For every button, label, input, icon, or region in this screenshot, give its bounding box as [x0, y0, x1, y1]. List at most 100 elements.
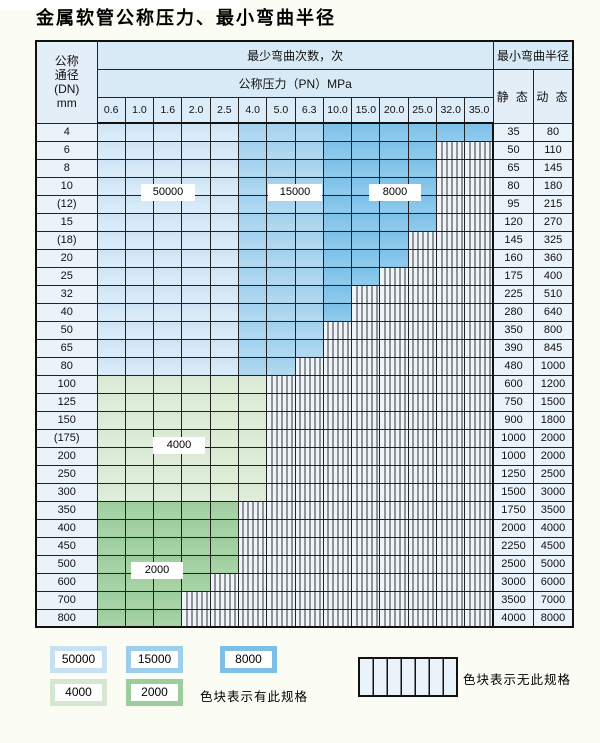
no-spec-cell: [379, 374, 409, 394]
no-spec-cell: [379, 284, 409, 304]
static-radius-cell: 350: [492, 320, 534, 340]
spec-cell: [266, 158, 296, 178]
spec-cell: [124, 392, 155, 412]
spec-cell: [322, 122, 353, 142]
spec-cell: [322, 284, 353, 304]
pressure-header-cell: 15.0: [351, 96, 381, 124]
spec-cell: [124, 608, 155, 628]
spec-cell: [153, 410, 183, 430]
spec-cell: [153, 374, 183, 394]
spec-cell: [124, 230, 155, 250]
dn-cell: 100: [35, 374, 98, 394]
spec-cell: [294, 284, 324, 304]
no-spec-cell: [436, 536, 466, 556]
static-radius-cell: 145: [492, 230, 534, 250]
spec-cell: [209, 176, 239, 196]
spec-cell: [153, 518, 183, 538]
no-spec-cell: [266, 482, 296, 502]
dynamic-column-header: 动 态: [532, 68, 574, 124]
spec-cell: [124, 428, 155, 448]
no-spec-cell: [351, 464, 381, 484]
no-spec-cell: [351, 392, 381, 412]
spec-cell: [124, 284, 155, 304]
static-radius-cell: 4000: [492, 608, 534, 628]
no-spec-cell: [322, 590, 353, 610]
spec-cell: [96, 500, 126, 520]
spec-cell: [181, 230, 211, 250]
spec-cell: [209, 554, 239, 574]
spec-cell: [407, 140, 438, 160]
spec-cell: [266, 248, 296, 268]
cycles-label-8000: 8000: [369, 184, 421, 201]
spec-cell: [322, 140, 353, 160]
dn-cell: 350: [35, 500, 98, 520]
no-spec-cell: [464, 518, 494, 538]
spec-cell: [153, 284, 183, 304]
dn-cell: (12): [35, 194, 98, 214]
no-spec-cell: [407, 572, 438, 592]
cycles-label-50000: 50000: [141, 184, 195, 201]
no-spec-cell: [407, 536, 438, 556]
no-spec-cell: [436, 608, 466, 628]
spec-cell: [96, 374, 126, 394]
dn-cell: 8: [35, 158, 98, 178]
no-spec-cell: [436, 320, 466, 340]
pressure-header-cell: 35.0: [464, 96, 494, 124]
spec-cell: [351, 212, 381, 232]
no-spec-cell: [379, 338, 409, 358]
table-row: 250 1250 2500: [35, 464, 574, 484]
spec-cell: [153, 248, 183, 268]
no-spec-cell: [294, 392, 324, 412]
dynamic-radius-cell: 270: [532, 212, 574, 232]
dn-cell: 80: [35, 356, 98, 376]
spec-cell: [124, 248, 155, 268]
dynamic-radius-cell: 400: [532, 266, 574, 286]
dynamic-radius-cell: 2000: [532, 446, 574, 466]
no-spec-cell: [464, 302, 494, 322]
spec-table-wrap: 公称 通径 (DN) mm 最少弯曲次数，次 最小弯曲半径 公称压力（PN）MP…: [35, 40, 575, 628]
spec-cell: [181, 266, 211, 286]
no-spec-cell: [209, 608, 239, 628]
static-radius-cell: 2000: [492, 518, 534, 538]
no-spec-cell: [464, 446, 494, 466]
dynamic-radius-cell: 3500: [532, 500, 574, 520]
spec-cell: [96, 554, 126, 574]
no-spec-cell: [436, 212, 466, 232]
spec-cell: [266, 284, 296, 304]
spec-cell: [237, 338, 268, 358]
no-spec-cell: [464, 140, 494, 160]
no-spec-cell: [379, 464, 409, 484]
spec-cell: [96, 212, 126, 232]
no-spec-cell: [266, 572, 296, 592]
pressure-header-cell: 0.6: [96, 96, 126, 124]
spec-cell: [322, 266, 353, 286]
table-row: 65 390 845: [35, 338, 574, 358]
spec-cell: [294, 248, 324, 268]
spec-cell: [124, 356, 155, 376]
spec-cell: [237, 320, 268, 340]
no-spec-cell: [464, 248, 494, 268]
spec-cell: [181, 464, 211, 484]
spec-cell: [407, 122, 438, 142]
no-spec-cell: [266, 518, 296, 538]
no-spec-cell: [407, 230, 438, 250]
spec-cell: [266, 356, 296, 376]
no-spec-cell: [464, 392, 494, 412]
no-spec-cell: [407, 428, 438, 448]
cycles-label-4000: 4000: [153, 437, 205, 454]
dynamic-radius-cell: 510: [532, 284, 574, 304]
dynamic-radius-cell: 80: [532, 122, 574, 142]
no-spec-cell: [322, 464, 353, 484]
dn-cell: 300: [35, 482, 98, 502]
dn-cell: 50: [35, 320, 98, 340]
spec-cell: [181, 140, 211, 160]
no-spec-cell: [379, 500, 409, 520]
no-spec-cell: [294, 464, 324, 484]
spec-cell: [294, 302, 324, 322]
spec-cell: [209, 356, 239, 376]
no-spec-cell: [407, 464, 438, 484]
table-row: 6 50 110: [35, 140, 574, 160]
spec-cell: [294, 338, 324, 358]
spec-cell: [181, 302, 211, 322]
dynamic-radius-cell: 145: [532, 158, 574, 178]
